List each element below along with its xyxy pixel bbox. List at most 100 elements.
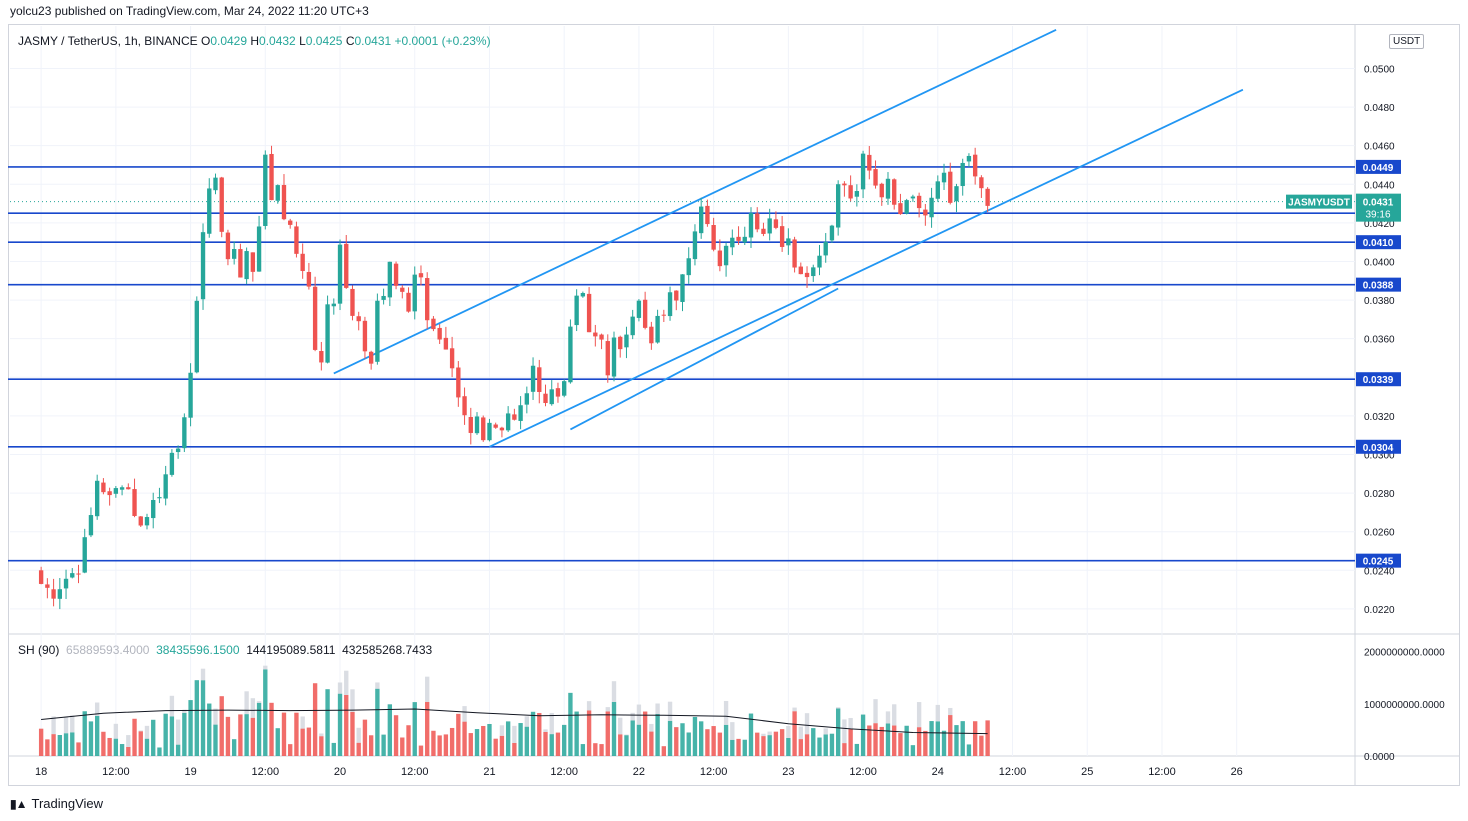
volume-bar: [113, 738, 119, 756]
candle-body: [966, 155, 972, 162]
volume-bar: [736, 738, 741, 756]
volume-bar-shadow: [885, 711, 891, 724]
candle-body: [45, 584, 50, 588]
volume-bar: [649, 731, 654, 756]
volume-bar: [437, 735, 442, 756]
candle-body: [375, 300, 380, 362]
level-tag: [1356, 159, 1401, 174]
candle-body: [692, 231, 698, 260]
volume-bar: [45, 739, 50, 756]
candle-body: [518, 405, 523, 421]
candle-body: [468, 416, 473, 433]
candle-body: [792, 239, 797, 268]
candle-body: [269, 153, 274, 201]
volume-bar: [101, 731, 106, 756]
candle-body: [443, 337, 449, 350]
candle-body: [63, 578, 69, 589]
price-tick-label: 0.0400: [1364, 257, 1395, 268]
candle-body: [730, 237, 735, 248]
volume-bar: [288, 744, 293, 756]
volume-bar: [860, 714, 866, 756]
volume-bar: [873, 723, 878, 756]
volume-bar-shadow: [175, 719, 181, 745]
volume-bar: [188, 700, 193, 756]
candle-body: [530, 365, 536, 392]
volume-bar: [885, 723, 891, 756]
candle-body: [244, 251, 249, 280]
horizontal-levels: [8, 166, 1355, 562]
volume-bar: [449, 727, 455, 756]
tradingview-brand[interactable]: ▮▲ TradingView: [10, 796, 103, 811]
candle-body: [935, 181, 940, 199]
volume-bar-shadow: [667, 701, 673, 721]
symbol-tag-label: JASMYUSDT: [1288, 198, 1350, 209]
candle-body: [94, 480, 100, 517]
volume-bar: [804, 734, 810, 756]
price-chart[interactable]: 0.0500 0.0480 0.0460 0.0440 0.0420 0.0400 0.03…: [0, 0, 1468, 790]
time-tick-label: 12:00: [102, 766, 130, 778]
volume-bar-shadow: [300, 716, 305, 729]
level-tag-label: 0.0304: [1363, 443, 1394, 454]
volume-bar-shadow: [512, 725, 517, 743]
candle-body: [599, 334, 604, 340]
candle-body: [250, 252, 256, 272]
volume-bar-shadow: [182, 709, 187, 713]
candle-body: [400, 287, 405, 292]
candle-body: [175, 448, 181, 453]
channel-line: [333, 29, 1057, 375]
volume-bar: [256, 702, 262, 756]
candle-body: [151, 500, 156, 519]
volume-bar: [767, 735, 772, 756]
candle-body: [474, 416, 480, 434]
volume-bar-shadow: [730, 722, 735, 740]
volume-bar: [306, 727, 312, 756]
volume-bar: [231, 739, 237, 756]
candle-body: [107, 491, 112, 496]
candle-body: [537, 367, 542, 392]
candle-body: [275, 185, 280, 201]
level-tag-label: 0.0245: [1363, 557, 1394, 568]
volume-bar: [904, 725, 909, 756]
time-tick-label: 12:00: [550, 766, 578, 778]
volume-bar-shadow: [624, 734, 629, 736]
volume-bar-shadow: [344, 670, 349, 695]
time-tick-label: 12:00: [252, 766, 280, 778]
candle-body: [618, 336, 623, 350]
symbol-name: JASMY / TetherUS, 1h, BINANCE: [18, 34, 198, 48]
volume-bar: [518, 723, 523, 756]
volume-bar: [294, 712, 299, 756]
volume-bar: [954, 725, 959, 756]
volume-bar: [493, 738, 498, 756]
candle-body: [711, 225, 716, 250]
currency-tag[interactable]: USDT: [1389, 34, 1425, 49]
volume-bar: [331, 742, 336, 756]
volume-ma-line: [41, 708, 988, 735]
candle-body: [910, 196, 916, 199]
volume-bar: [107, 737, 112, 756]
volume-bar: [269, 702, 274, 756]
candle-body: [437, 327, 442, 340]
low-label: L: [299, 34, 306, 48]
candle-body: [929, 197, 934, 218]
volume-bar-shadow: [200, 668, 206, 681]
candle-body: [319, 350, 324, 363]
volume-bar-shadow: [935, 704, 940, 722]
level-tag-label: 0.0339: [1363, 375, 1394, 386]
time-tick-label: 12:00: [849, 766, 877, 778]
symbol-tag: [1286, 194, 1352, 209]
volume-bar: [667, 720, 673, 756]
volume-bar: [624, 735, 629, 756]
volume-bar-shadow: [611, 681, 617, 702]
candle-body: [238, 249, 243, 278]
volume-bar-shadow: [499, 725, 505, 736]
candle-body: [431, 318, 436, 330]
candle-body: [406, 292, 411, 312]
candle-body: [829, 225, 835, 241]
volume-bar-shadow: [618, 717, 623, 735]
volume-bar-shadow: [70, 715, 75, 733]
candle-body: [649, 326, 654, 344]
volume-bar: [935, 721, 940, 756]
volume-bar: [929, 721, 934, 756]
candle-body: [723, 245, 729, 266]
volume-bar-shadow: [586, 701, 592, 711]
